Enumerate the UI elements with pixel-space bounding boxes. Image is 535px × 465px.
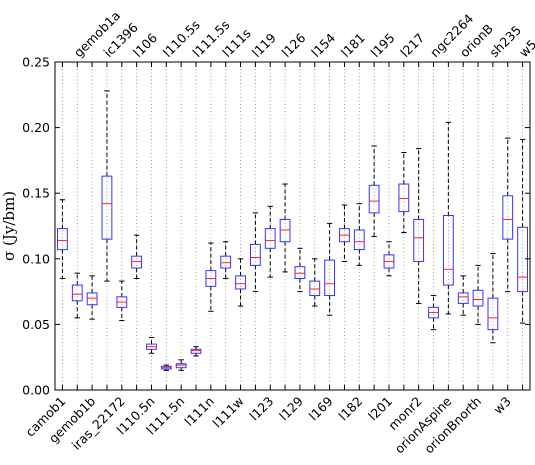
box-l181 <box>339 204 350 262</box>
iqr-box <box>190 348 202 354</box>
box-l111w <box>235 258 246 307</box>
box-l217 <box>398 152 410 234</box>
iqr-box <box>517 226 528 293</box>
y-tick-label: 0.00 <box>22 383 50 398</box>
iqr-box <box>309 280 321 297</box>
box-l201 <box>383 241 395 277</box>
iqr-box <box>502 195 514 240</box>
iqr-box <box>457 292 469 304</box>
iqr-box <box>413 218 425 262</box>
y-tick-label: 0.10 <box>22 251 50 266</box>
iqr-box <box>472 289 484 307</box>
box-l111n <box>205 242 217 312</box>
box-layer <box>57 90 528 371</box>
box-w5 <box>517 138 528 324</box>
x-axis: camob1gemob1agemob1bic1396iras_22172l106… <box>22 8 535 457</box>
iqr-box <box>264 228 276 249</box>
box-sh235 <box>487 253 499 344</box>
box-l111s <box>220 241 232 279</box>
box-l119 <box>249 212 261 293</box>
box-orionAspine <box>442 121 454 315</box>
box-l195 <box>368 145 380 237</box>
box-l106 <box>131 234 143 279</box>
iqr-box <box>57 228 68 251</box>
iqr-box <box>220 255 232 269</box>
box-l110.5s <box>160 364 172 371</box>
box-camob1 <box>57 199 68 279</box>
x-tick-label-top: l195 <box>368 30 398 60</box>
x-tick-label-bottom: w3 <box>490 394 513 417</box>
box-monr2 <box>413 148 425 304</box>
x-tick-label-top: l119 <box>249 30 279 60</box>
x-tick-label-top: l181 <box>338 30 368 60</box>
iqr-box <box>442 215 454 286</box>
y-tick-label: 0.20 <box>22 120 50 135</box>
box-l111.5n <box>175 359 187 371</box>
iqr-box <box>324 259 336 297</box>
box-l182 <box>353 203 365 266</box>
iqr-box <box>101 175 113 240</box>
iqr-box <box>175 363 187 369</box>
iqr-box <box>86 292 98 306</box>
plot-frame <box>54 61 531 391</box>
x-tick-label-bottom: l129 <box>276 393 306 423</box>
iqr-box <box>249 243 261 266</box>
x-tick-label-top: w5 <box>516 37 535 60</box>
iqr-box <box>71 284 83 302</box>
box-iras_22172 <box>116 280 128 321</box>
iqr-box <box>131 255 143 269</box>
box-l111.5s <box>190 346 202 357</box>
x-tick-label-top: l154 <box>308 30 338 60</box>
iqr-box <box>487 297 499 331</box>
y-tick-label: 0.05 <box>22 317 50 332</box>
iqr-box <box>235 275 246 290</box>
box-l126 <box>279 183 291 273</box>
y-tick-label: 0.25 <box>22 55 50 70</box>
x-tick-label-top: l217 <box>397 30 427 60</box>
iqr-box <box>294 266 306 279</box>
x-tick-label-bottom: l123 <box>246 394 276 424</box>
y-axis-title: σ (Jy/bm) <box>0 191 18 261</box>
box-l154 <box>309 258 321 307</box>
grid-layer <box>62 62 523 390</box>
x-tick-label-bottom: l182 <box>335 394 365 424</box>
box-l110.5n <box>146 337 157 354</box>
y-axis: 0.00 0.05 0.10 0.15 0.20 0.25 <box>22 55 530 398</box>
x-tick-label-bottom: l169 <box>306 393 336 423</box>
box-gemob1b <box>86 275 98 320</box>
box-w3 <box>502 137 514 293</box>
box-gemob1a <box>71 272 83 319</box>
x-tick-label-top: l126 <box>279 30 309 60</box>
box-l129 <box>294 247 306 293</box>
box-orionB <box>457 275 469 316</box>
box-ngc2264 <box>428 295 439 331</box>
y-tick-label: 0.15 <box>22 186 50 201</box>
iqr-box <box>368 184 380 214</box>
x-tick-label-bottom: l111w <box>210 394 247 431</box>
iqr-box <box>398 183 410 213</box>
iqr-box <box>353 229 365 251</box>
box-l123 <box>264 205 276 278</box>
box-ic1396 <box>101 90 113 282</box>
box-l169 <box>324 222 336 316</box>
iqr-box <box>279 218 291 243</box>
x-tick-label-bottom: l111n <box>181 394 217 430</box>
box-orionBnorth <box>472 264 484 325</box>
